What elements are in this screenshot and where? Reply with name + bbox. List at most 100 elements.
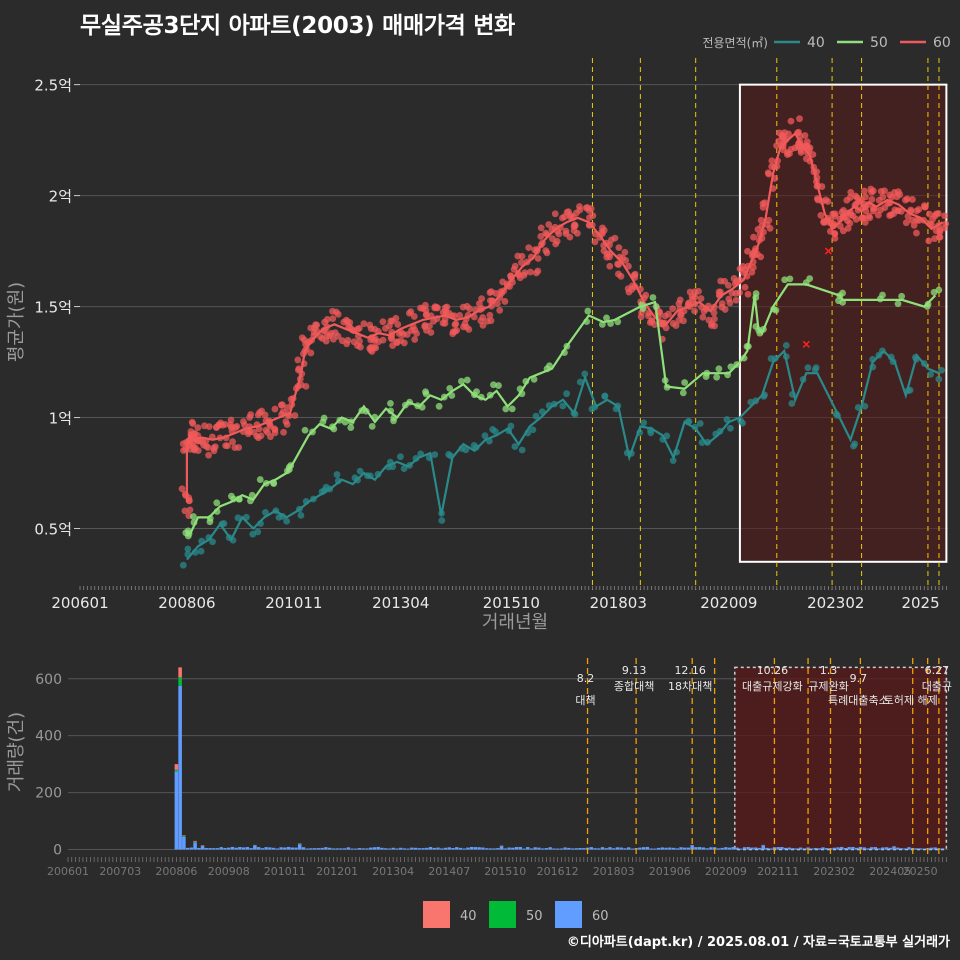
- volume-bar: [567, 847, 571, 850]
- volume-bar: [847, 847, 851, 850]
- volume-bar: [574, 848, 579, 850]
- data-point-50: [935, 286, 943, 294]
- data-point-50: [649, 294, 657, 301]
- data-point-60: [375, 338, 382, 346]
- data-point-40: [356, 467, 364, 475]
- data-point-60: [452, 320, 460, 328]
- data-point-60: [817, 211, 825, 219]
- data-point-60: [561, 213, 568, 221]
- volume-bar: [783, 847, 788, 850]
- data-point-40: [397, 453, 404, 461]
- legend-key-50: [489, 901, 516, 928]
- data-point-60: [427, 329, 435, 336]
- data-point-60: [600, 226, 608, 234]
- data-point-60: [525, 244, 533, 252]
- data-point-50: [781, 276, 789, 284]
- volume-bar: [484, 848, 489, 850]
- volume-bar: [507, 847, 511, 850]
- data-point-40: [283, 517, 291, 525]
- policy-label: 18차대책: [668, 680, 712, 693]
- data-point-40: [559, 402, 567, 410]
- volume-bar: [406, 848, 410, 850]
- x-marker: [802, 340, 810, 348]
- data-point-60: [344, 336, 352, 344]
- volume-bar-50: [178, 677, 182, 686]
- volume-bar: [496, 848, 500, 850]
- volume-bar: [675, 848, 679, 850]
- data-point-40: [184, 545, 192, 553]
- data-point-60: [186, 506, 194, 514]
- data-point-60: [675, 300, 683, 307]
- data-point-40: [767, 355, 775, 362]
- data-point-60: [879, 193, 887, 201]
- data-point-40: [811, 366, 819, 374]
- volume-bar: [593, 848, 597, 850]
- volume-bar: [940, 848, 945, 850]
- x-tick-label: 201304: [372, 594, 429, 612]
- volume-bar-60: [178, 685, 182, 850]
- volume-bar: [896, 847, 900, 850]
- data-point-50: [213, 499, 221, 507]
- volume-bar: [671, 847, 676, 850]
- volume-bar: [563, 847, 567, 850]
- highlight-box: [738, 83, 948, 563]
- data-point-60: [227, 423, 235, 431]
- data-point-60: [478, 295, 486, 303]
- data-point-50: [679, 389, 687, 397]
- volume-bar: [884, 847, 889, 850]
- volume-bar: [765, 847, 769, 850]
- data-point-60: [921, 203, 929, 211]
- data-point-50: [495, 382, 502, 389]
- data-point-50: [301, 426, 309, 434]
- data-point-60: [190, 430, 198, 438]
- volume-bar: [597, 848, 601, 850]
- volume-bar: [384, 848, 388, 850]
- data-point-60: [730, 275, 738, 282]
- volume-bar: [488, 848, 493, 850]
- data-point-60: [768, 163, 776, 170]
- volume-bar-40: [297, 843, 302, 845]
- volume-bar: [462, 848, 466, 850]
- bar-x-tick-label: 201803: [593, 865, 635, 878]
- policy-label: 토허제 해제: [884, 693, 938, 707]
- data-point-60: [282, 418, 290, 425]
- volume-bar: [455, 847, 459, 850]
- volume-bar: [780, 846, 784, 850]
- data-point-60: [591, 238, 599, 246]
- data-point-60: [925, 237, 933, 245]
- volume-bar: [746, 847, 750, 850]
- volume-bar: [727, 847, 732, 850]
- data-point-60: [646, 319, 654, 326]
- data-point-60: [902, 196, 909, 204]
- bar-y-tick-label: 400: [35, 729, 62, 745]
- bar-x-tick-label: 201407: [428, 865, 470, 878]
- data-point-50: [894, 300, 902, 308]
- data-point-60: [516, 274, 524, 282]
- data-point-60: [247, 411, 255, 418]
- data-point-60: [801, 132, 809, 139]
- data-point-60: [891, 189, 898, 196]
- volume-bar-40: [193, 840, 197, 842]
- data-point-60: [718, 300, 726, 307]
- series-40: [179, 341, 946, 569]
- data-point-60: [847, 188, 855, 196]
- data-point-60: [307, 349, 315, 357]
- volume-bar: [219, 847, 223, 850]
- data-point-60: [824, 198, 832, 205]
- data-point-60: [586, 214, 593, 222]
- data-point-60: [493, 300, 501, 307]
- volume-bar: [421, 848, 425, 850]
- data-point-50: [786, 275, 794, 283]
- volume-bar: [197, 847, 201, 850]
- data-point-60: [379, 318, 387, 326]
- data-point-40: [737, 417, 745, 425]
- legend-label-60: 60: [933, 35, 951, 51]
- data-point-60: [566, 233, 574, 241]
- volume-bar: [697, 847, 702, 850]
- bar-x-tick-label: 201612: [537, 865, 579, 878]
- volume-bar: [301, 847, 306, 850]
- volume-bar: [443, 847, 448, 850]
- data-point-60: [726, 299, 734, 307]
- volume-bar: [544, 848, 549, 850]
- volume-bar: [511, 847, 515, 850]
